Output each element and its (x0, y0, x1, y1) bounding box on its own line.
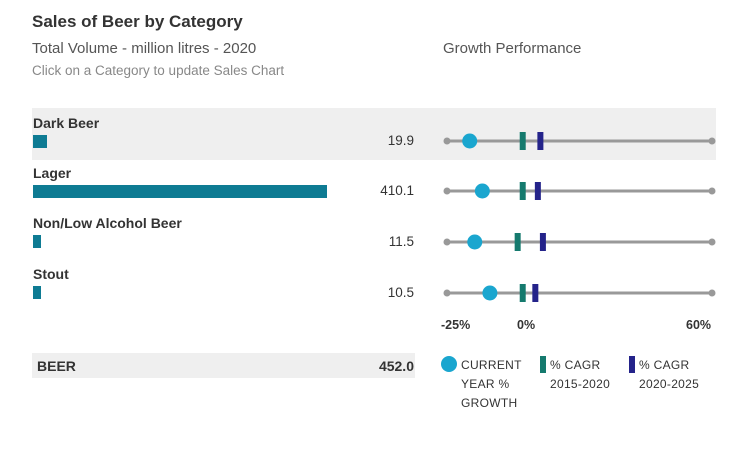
cagr-2020-2025-marker (539, 233, 546, 251)
current-growth-dot (482, 285, 498, 301)
chart-title: Sales of Beer by Category (32, 12, 243, 31)
chart-subtitle: Total Volume - million litres - 2020 (32, 40, 257, 57)
current-growth-dot (474, 183, 490, 199)
volume-bar[interactable] (33, 185, 327, 198)
volume-value: 11.5 (388, 234, 414, 249)
volume-value: 10.5 (387, 285, 414, 300)
legend-cagr-2015-2020-label: % CAGR (550, 358, 601, 372)
category-label[interactable]: Lager (33, 165, 72, 181)
legend-current-marker (441, 356, 457, 372)
total-value: 452.0 (378, 358, 414, 374)
category-label[interactable]: Non/Low Alcohol Beer (33, 215, 182, 231)
growth-axis-endpoint (708, 187, 716, 195)
cagr-2020-2025-marker (532, 284, 539, 302)
cagr-2015-2020-marker (514, 233, 521, 251)
growth-axis-endpoint (443, 289, 451, 297)
growth-performance-title: Growth Performance (443, 40, 582, 57)
legend-cagr-2015-2020-marker (540, 356, 546, 373)
legend-cagr-2020-2025-label: 2020-2025 (639, 377, 700, 391)
volume-bar[interactable] (33, 286, 41, 299)
category-label[interactable]: Dark Beer (33, 115, 100, 131)
legend-cagr-2015-2020-label: 2015-2020 (550, 377, 611, 391)
axis-tick-label: -25% (441, 318, 471, 332)
cagr-2015-2020-marker (519, 182, 526, 200)
chart-hint: Click on a Category to update Sales Char… (32, 63, 285, 78)
volume-value: 410.1 (380, 183, 414, 198)
volume-bar[interactable] (33, 135, 47, 148)
axis-tick-label: 60% (686, 318, 712, 332)
legend-current-label: YEAR % (461, 377, 510, 391)
growth-axis-endpoint (708, 238, 716, 246)
growth-axis-endpoint (708, 289, 716, 297)
legend-cagr-2020-2025-marker (629, 356, 635, 373)
legend-current-label: GROWTH (461, 396, 518, 410)
axis-tick-label: 0% (517, 318, 536, 332)
growth-axis-endpoint (443, 187, 451, 195)
selected-row-highlight (32, 108, 716, 160)
growth-axis-endpoint (443, 238, 451, 246)
cagr-2015-2020-marker (519, 284, 526, 302)
cagr-2020-2025-marker (534, 182, 541, 200)
volume-value: 19.9 (387, 133, 414, 148)
volume-bar[interactable] (33, 235, 41, 248)
total-label: BEER (37, 358, 76, 374)
legend-current-label: CURRENT (461, 358, 522, 372)
category-label[interactable]: Stout (33, 266, 69, 282)
current-growth-dot (467, 234, 483, 250)
legend-cagr-2020-2025-label: % CAGR (639, 358, 690, 372)
total-row-background (32, 353, 415, 378)
